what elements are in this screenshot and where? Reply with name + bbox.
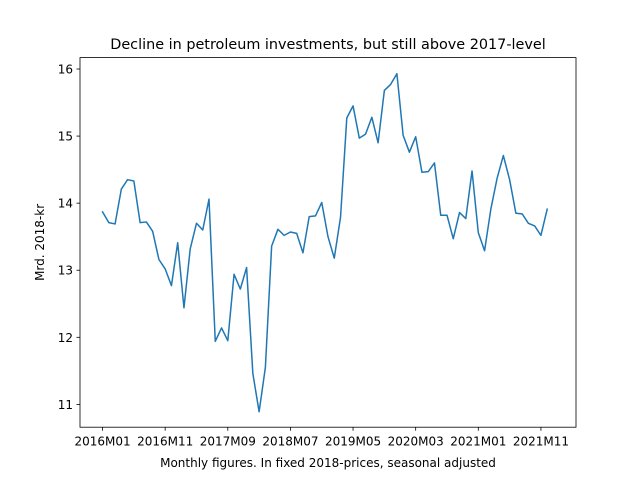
series-line bbox=[101, 72, 549, 413]
x-axis-label: Monthly figures. In fixed 2018-prices, s… bbox=[160, 456, 496, 470]
y-tick-label: 14 bbox=[58, 197, 73, 211]
y-tick-label: 12 bbox=[58, 331, 73, 345]
y-tick-label: 11 bbox=[58, 398, 73, 412]
x-tick-label: 2020M03 bbox=[388, 435, 444, 449]
x-tick-label: 2021M11 bbox=[513, 435, 569, 449]
y-tick-label: 13 bbox=[58, 264, 73, 278]
x-tick-label: 2016M11 bbox=[137, 435, 193, 449]
x-axis-ticks: 2016M01 2016M11 2017M09 2018M07 2019M05 2020M… bbox=[74, 427, 569, 449]
y-axis-ticks: 11 12 13 14 15 16 bbox=[58, 63, 80, 412]
y-tick-label: 15 bbox=[58, 130, 73, 144]
x-tick-label: 2018M07 bbox=[262, 435, 318, 449]
x-tick-label: 2016M01 bbox=[74, 435, 130, 449]
chart-title: Decline in petroleum investments, but st… bbox=[110, 37, 546, 53]
y-axis-label: Mrd. 2018-kr bbox=[33, 204, 47, 281]
x-tick-label: 2021M01 bbox=[450, 435, 506, 449]
y-tick-label: 16 bbox=[58, 63, 73, 77]
plot-area-frame bbox=[79, 57, 577, 428]
x-tick-label: 2019M05 bbox=[325, 435, 381, 449]
x-tick-label: 2017M09 bbox=[200, 435, 256, 449]
